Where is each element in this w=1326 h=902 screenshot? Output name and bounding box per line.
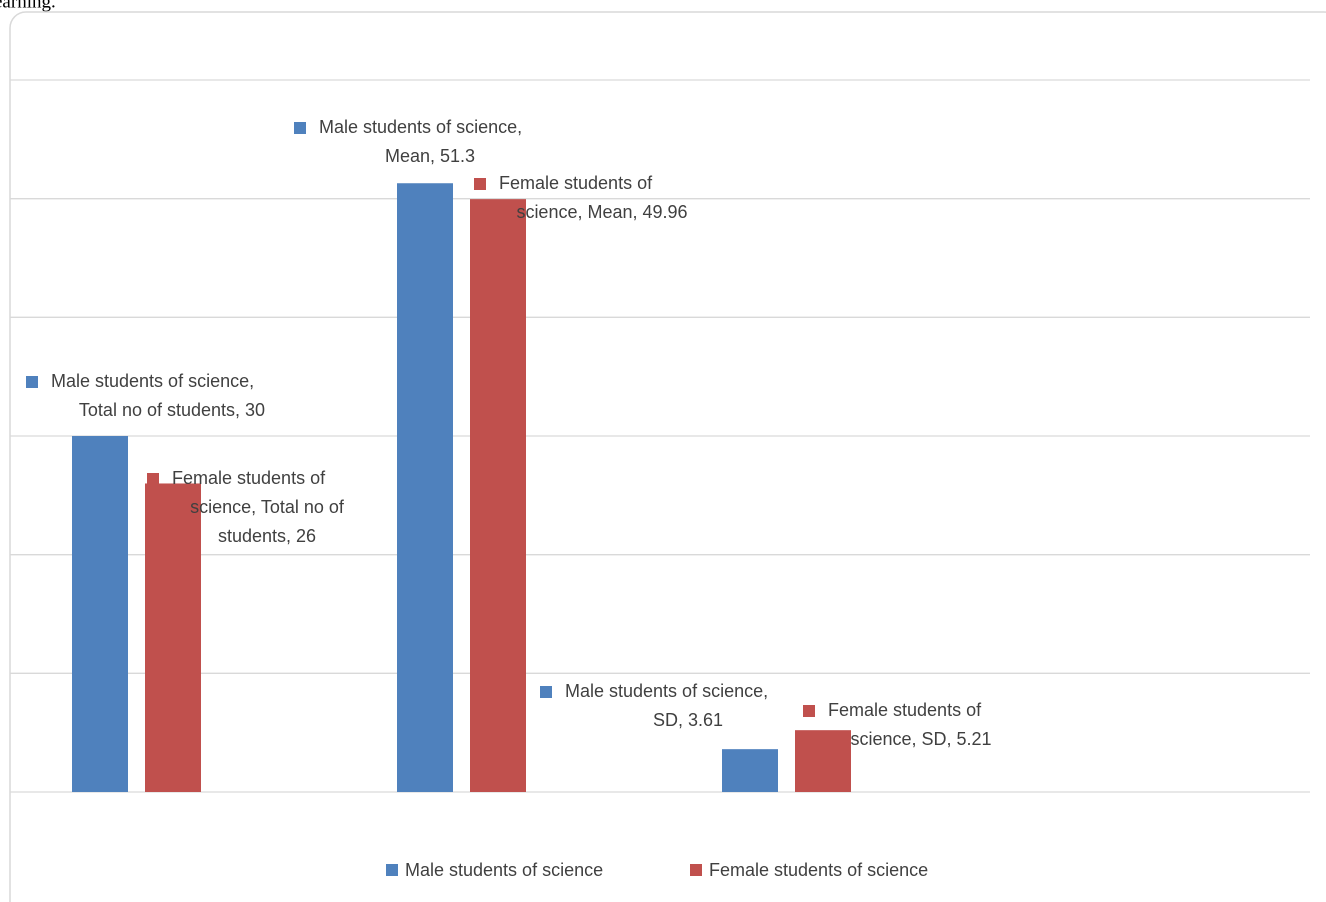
label-key (26, 376, 38, 388)
data-label: Male students of science, Total no of stu… (51, 371, 265, 420)
bar (722, 749, 778, 792)
caption-fragment: earning. (0, 0, 56, 12)
label-key (147, 473, 159, 485)
bar (795, 730, 851, 792)
data-label: Female students of science, SD, 5.21 (828, 700, 992, 749)
bar (72, 436, 128, 792)
data-label: Female students of science, Total no of st… (172, 468, 345, 546)
label-key (474, 178, 486, 190)
label-key (803, 705, 815, 717)
legend-label: Female students of science (709, 860, 928, 880)
data-label: Male students of science, SD, 3.61 (565, 681, 768, 730)
data-label: Female students of science, Mean, 49.96 (499, 173, 688, 222)
legend-key (690, 864, 702, 876)
bar (470, 199, 526, 792)
label-key (540, 686, 552, 698)
bar (397, 183, 453, 793)
legend-key (386, 864, 398, 876)
chart-frame (9, 11, 1326, 902)
bar (145, 483, 201, 792)
data-label: Male students of science, Mean, 51.3 (319, 117, 522, 166)
label-key (294, 122, 306, 134)
legend-label: Male students of science (405, 860, 603, 880)
